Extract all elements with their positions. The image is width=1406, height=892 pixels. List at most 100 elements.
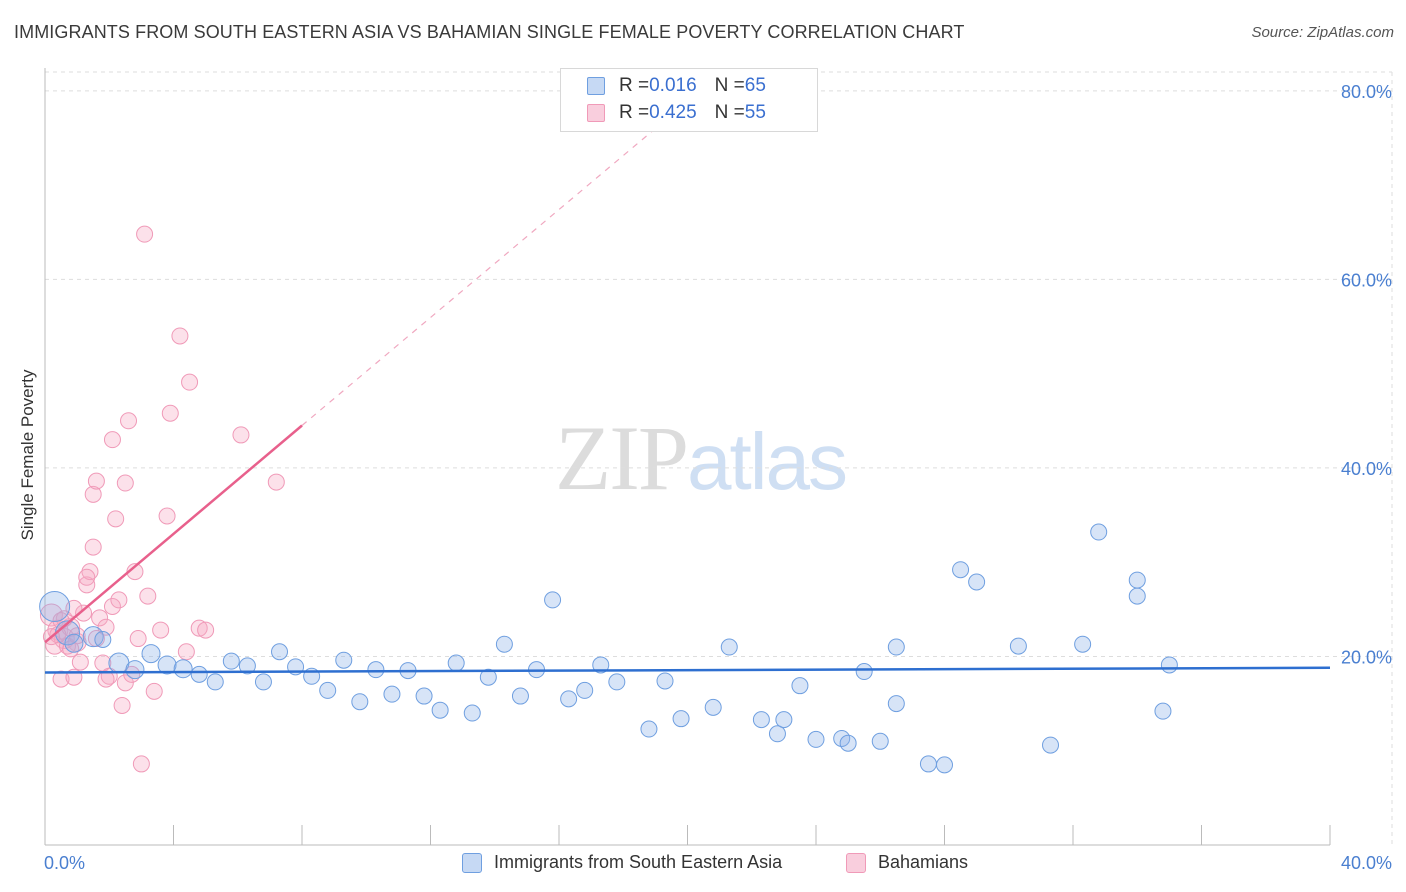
southeast-asia-point-9 xyxy=(190,665,208,683)
southeast-asia-point-8 xyxy=(173,659,193,679)
southeast-asia-point-61 xyxy=(936,756,953,774)
y-tick-label-1: 40.0% xyxy=(1341,459,1392,479)
bahamians-point-17 xyxy=(103,431,121,449)
y-tick-label-0: 20.0% xyxy=(1341,647,1392,667)
southeast-asia-point-48 xyxy=(919,755,937,773)
bahamians-point-30 xyxy=(152,621,170,639)
legend-row-blue: R = 0.016 N = 65 xyxy=(587,73,766,99)
bahamians-point-28 xyxy=(139,587,157,605)
legend-pink-r-value: 0.425 xyxy=(649,102,697,123)
x-tick-label-1: 40.0% xyxy=(1341,853,1392,873)
southeast-asia-point-60 xyxy=(1074,635,1092,653)
bahamians-point-39 xyxy=(267,473,285,491)
southeast-asia-point-50 xyxy=(968,573,986,591)
southeast-asia-point-23 xyxy=(415,687,433,705)
watermark-atlas: atlas xyxy=(687,417,848,506)
blue-swatch xyxy=(587,77,605,95)
series-legend-pink-swatch xyxy=(846,852,866,873)
bahamians-point-22 xyxy=(116,474,134,492)
southeast-asia-point-47 xyxy=(887,695,905,713)
southeast-asia-point-58 xyxy=(1128,587,1146,605)
bahamians-point-12 xyxy=(91,609,109,627)
correlation-legend: R = 0.016 N = 65 R = 0.425 N = 55 xyxy=(560,68,818,132)
legend-pink-r-label: R = xyxy=(619,102,650,123)
southeast-asia-points xyxy=(39,523,1178,774)
southeast-asia-point-32 xyxy=(560,690,578,708)
southeast-asia-point-51 xyxy=(1009,637,1027,655)
southeast-asia-point-12 xyxy=(238,657,256,675)
source-label: Source: ZipAtlas.com xyxy=(1251,24,1394,41)
southeast-asia-point-31 xyxy=(544,591,562,609)
southeast-asia-point-33 xyxy=(576,681,594,699)
series-legend-blue: Immigrants from South Eastern Asia xyxy=(462,852,782,873)
bahamians-point-38 xyxy=(232,426,250,444)
southeast-asia-point-11 xyxy=(222,652,240,670)
southeast-asia-point-36 xyxy=(640,720,658,738)
bahamians-point-23 xyxy=(120,412,138,430)
pink-swatch xyxy=(587,104,605,122)
southeast-asia-point-38 xyxy=(672,710,690,728)
bahamians-point-8 xyxy=(81,563,99,581)
southeast-asia-point-62 xyxy=(94,630,112,648)
southeast-asia-point-39 xyxy=(704,698,722,716)
bahamians-point-11 xyxy=(84,538,102,556)
southeast-asia-point-29 xyxy=(511,687,529,705)
bahamians-trend-extension xyxy=(301,128,656,426)
southeast-asia-trend-line xyxy=(44,666,1331,674)
bahamians-point-26 xyxy=(132,755,150,773)
legend-blue-r-value: 0.016 xyxy=(649,75,697,96)
bahamians-point-37 xyxy=(197,621,215,639)
southeast-asia-point-27 xyxy=(479,668,497,686)
legend-pink-n-label: N = xyxy=(714,102,745,123)
southeast-asia-point-19 xyxy=(351,693,369,711)
bahamians-point-44 xyxy=(78,568,96,586)
southeast-asia-point-54 xyxy=(1154,702,1172,720)
bahamians-point-35 xyxy=(181,373,199,391)
southeast-asia-point-28 xyxy=(495,635,513,653)
bahamians-point-20 xyxy=(113,696,131,714)
tick-labels: 20.0% 40.0% 60.0% 80.0% 0.0% 40.0% xyxy=(44,82,1392,873)
gridlines xyxy=(45,71,1393,845)
trend-lines xyxy=(44,128,1331,674)
bahamians-point-10 xyxy=(87,472,105,490)
southeast-asia-point-0 xyxy=(39,591,71,623)
y-tick-label-3: 80.0% xyxy=(1341,82,1392,102)
southeast-asia-point-64 xyxy=(775,711,793,729)
bahamians-point-52 xyxy=(129,630,147,648)
bahamians-point-9 xyxy=(84,485,102,503)
southeast-asia-point-13 xyxy=(254,673,272,691)
southeast-asia-point-7 xyxy=(157,655,177,675)
watermark-zip: ZIP xyxy=(555,407,689,509)
southeast-asia-point-21 xyxy=(383,685,401,703)
southeast-asia-point-10 xyxy=(206,673,224,691)
southeast-asia-point-34 xyxy=(592,656,610,674)
southeast-asia-point-24 xyxy=(431,701,449,719)
bahamians-point-33 xyxy=(171,327,189,345)
bahamians-point-19 xyxy=(110,591,128,609)
bahamians-trend-line xyxy=(44,424,303,644)
southeast-asia-point-25 xyxy=(447,654,465,672)
southeast-asia-point-57 xyxy=(1128,571,1146,589)
bahamians-point-27 xyxy=(136,225,154,243)
southeast-asia-point-5 xyxy=(125,660,145,680)
watermark: ZIPatlas xyxy=(555,405,848,511)
bahamians-point-32 xyxy=(161,404,179,422)
southeast-asia-point-42 xyxy=(768,725,786,743)
series-legend-pink-label: Bahamians xyxy=(878,852,969,872)
southeast-asia-point-43 xyxy=(791,677,809,695)
bahamians-point-16 xyxy=(103,598,121,616)
southeast-asia-point-20 xyxy=(367,661,385,679)
southeast-asia-point-59 xyxy=(1160,656,1178,674)
legend-row-pink: R = 0.425 N = 55 xyxy=(587,100,766,126)
bahamians-point-21 xyxy=(116,674,134,692)
bahamians-point-34 xyxy=(177,643,195,661)
southeast-asia-point-52 xyxy=(1042,736,1060,754)
southeast-asia-point-46 xyxy=(855,663,873,681)
southeast-asia-point-53 xyxy=(1090,523,1108,541)
bahamians-point-31 xyxy=(158,507,176,525)
legend-blue-n-label: N = xyxy=(714,75,745,96)
southeast-asia-point-18 xyxy=(335,651,353,669)
legend-blue-n-value: 65 xyxy=(744,75,766,96)
bahamians-point-40 xyxy=(52,670,70,688)
